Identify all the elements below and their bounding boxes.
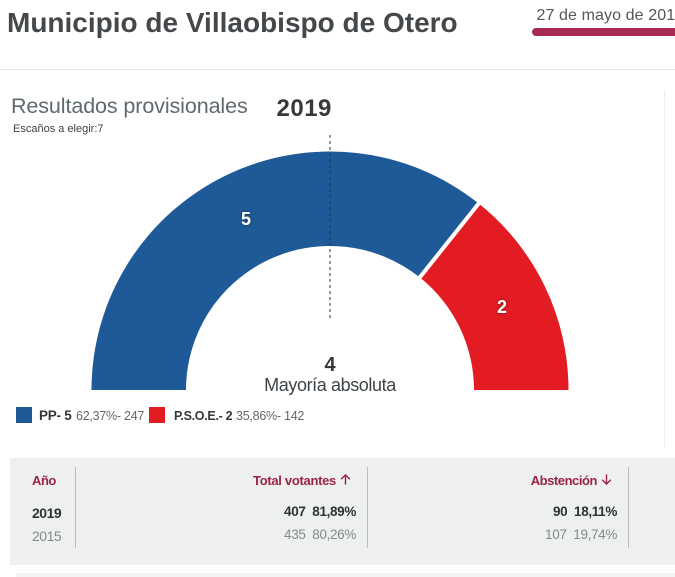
svg-text:5: 5 [241,209,251,229]
svg-text:2: 2 [497,297,507,317]
